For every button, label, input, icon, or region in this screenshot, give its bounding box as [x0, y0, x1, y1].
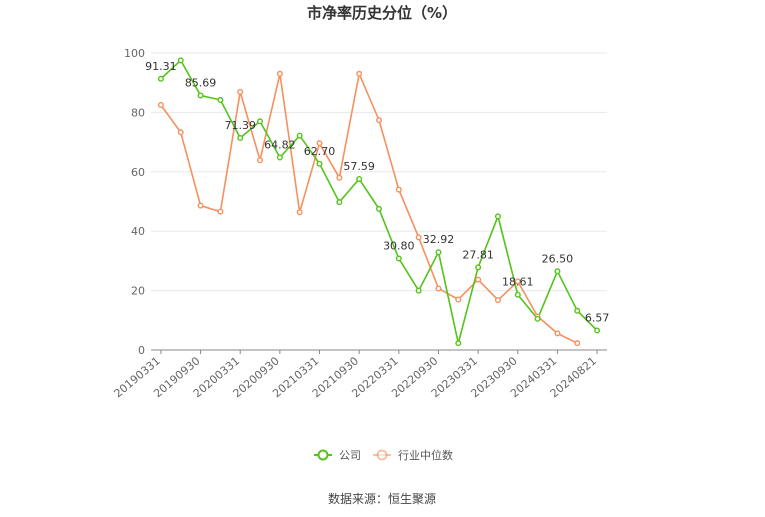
y-tick-label: 60: [131, 166, 145, 179]
data-labels: 91.31 85.69 71.39 64.82 62.70 57.59 30.80 32.92…: [145, 60, 609, 325]
legend-marker-industry: [376, 449, 388, 461]
data-label: 26.50: [542, 252, 574, 265]
legend-label-industry: 行业中位数: [398, 448, 453, 462]
series-1-point: [395, 186, 402, 193]
legend-marker-company: [317, 449, 329, 461]
series-1-point: [376, 117, 383, 124]
series-1-point: [554, 330, 561, 337]
x-axis: 2019033120190930202003312020093020210331…: [112, 349, 607, 400]
data-label: 62.70: [304, 145, 336, 158]
data-label: 85.69: [185, 77, 217, 90]
data-label: 91.31: [145, 60, 177, 73]
series-1-point: [276, 70, 283, 77]
series-0-point: [257, 118, 264, 125]
series-0-point: [316, 160, 323, 167]
series-line-1: [160, 71, 578, 344]
series-1-point: [316, 140, 323, 147]
y-tick-label: 20: [131, 285, 145, 298]
series-0-point: [494, 213, 501, 220]
data-label: 6.57: [585, 311, 610, 324]
series-0-point: [157, 75, 164, 82]
series-0-point: [336, 199, 343, 206]
legend[interactable]: 公司 行业中位数: [314, 448, 453, 462]
series-0-point: [594, 327, 601, 334]
series-1-point: [574, 340, 581, 347]
series-1-point: [157, 101, 164, 108]
series-0-point: [574, 307, 581, 314]
y-axis: 0 20 40 60 80 100: [124, 47, 145, 357]
legend-item-company[interactable]: 公司: [314, 449, 361, 462]
data-label: 18.61: [502, 276, 534, 289]
series-0-point: [177, 57, 184, 64]
legend-label-company: 公司: [339, 449, 361, 462]
grid-lines: [151, 52, 607, 292]
chart-title: 市净率历史分位（%）: [307, 4, 457, 22]
series-1-point: [475, 276, 482, 283]
y-tick-label: 40: [131, 225, 145, 238]
series-1-point: [455, 296, 462, 303]
series-1-point: [257, 157, 264, 164]
series-1-point: [197, 202, 204, 209]
series-1-point: [237, 88, 244, 95]
series-0-point: [296, 132, 303, 139]
data-label: 32.92: [423, 233, 455, 246]
data-label: 57.59: [343, 160, 375, 173]
y-tick-label: 80: [131, 106, 145, 119]
series-1-point: [494, 297, 501, 304]
series-1-point: [217, 208, 224, 215]
data-label: 27.81: [462, 248, 494, 261]
series-1-point: [435, 285, 442, 292]
series-1-point: [177, 129, 184, 136]
series-0-point: [376, 205, 383, 212]
series-0-point: [395, 255, 402, 262]
series-0-point: [276, 154, 283, 161]
data-label: 30.80: [383, 240, 415, 253]
series-0-point: [435, 249, 442, 256]
data-label: 71.39: [224, 119, 256, 132]
series-0-point: [197, 92, 204, 99]
data-source: 数据来源：恒生聚源: [328, 491, 436, 506]
legend-item-industry[interactable]: 行业中位数: [373, 448, 453, 462]
series-0-point: [356, 175, 363, 182]
series-0-point: [475, 264, 482, 271]
series-1-point: [336, 174, 343, 181]
series-0-point: [217, 96, 224, 103]
y-tick-label: 100: [124, 47, 145, 60]
y-tick-label: 0: [138, 344, 145, 357]
series-0-point: [415, 287, 422, 294]
series-line-0: [160, 59, 598, 344]
series-1-point: [514, 278, 521, 285]
series-lines: [160, 59, 598, 344]
series-0-point: [237, 134, 244, 141]
series-0-point: [514, 291, 521, 298]
series-1-point: [356, 70, 363, 77]
series-1-point: [296, 209, 303, 216]
series-0-point: [455, 340, 462, 347]
series-0-point: [534, 315, 541, 322]
data-label: 64.82: [264, 138, 296, 151]
series-1-point: [415, 234, 422, 241]
series-points: [157, 57, 601, 347]
series-0-point: [554, 268, 561, 275]
